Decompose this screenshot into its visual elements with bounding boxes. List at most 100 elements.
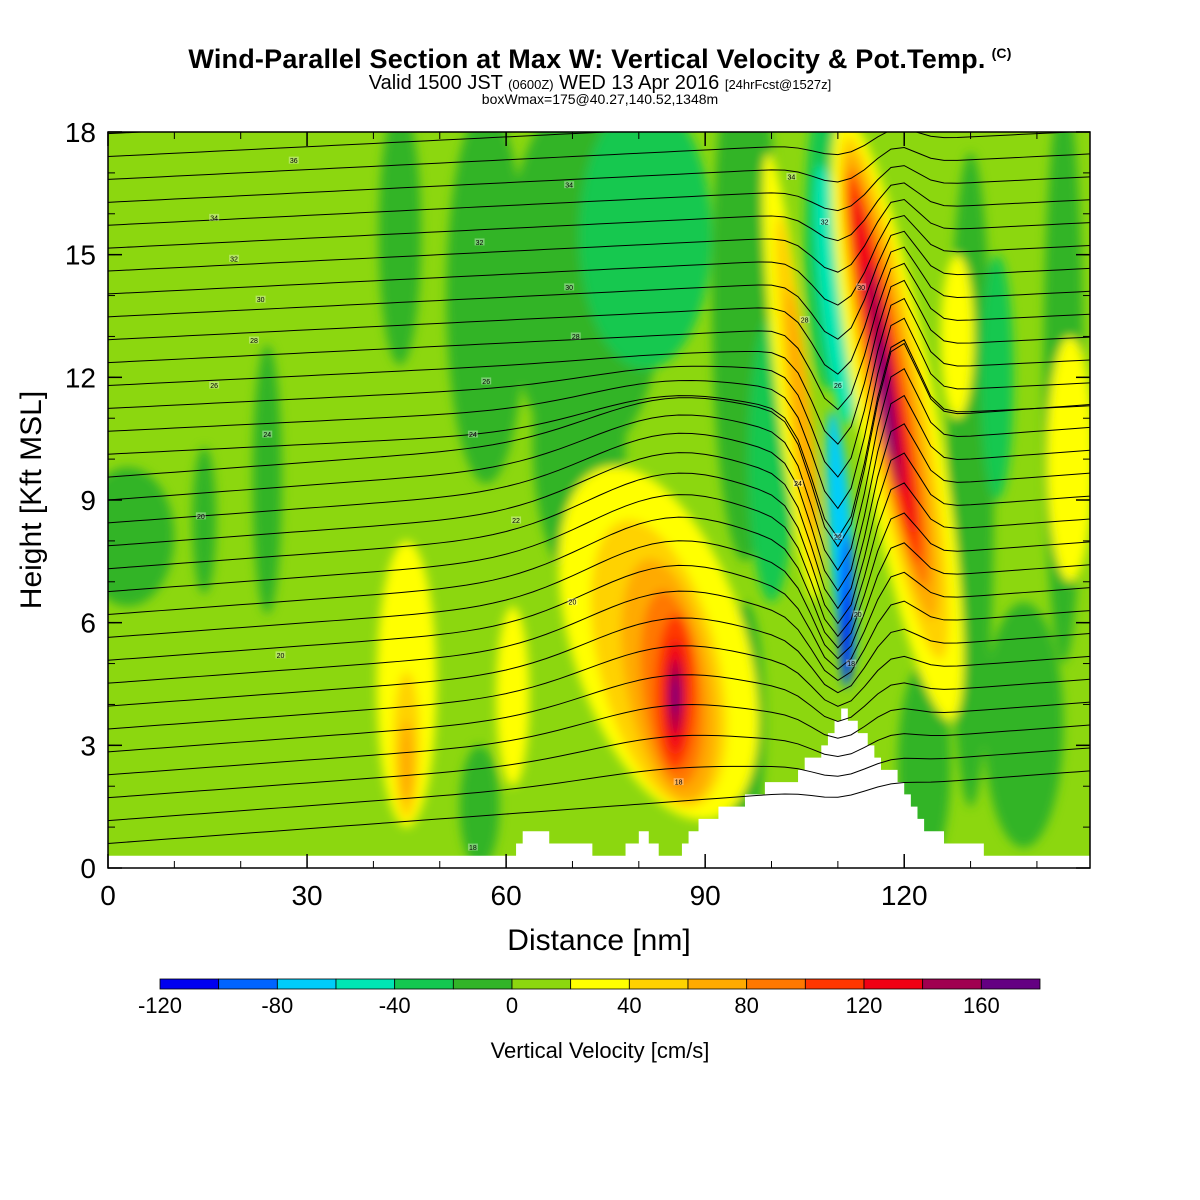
chart-subtitle-2: boxWmax=175@40.27,140.52,1348m xyxy=(0,91,1200,107)
contour-label-bg xyxy=(567,598,578,606)
theta-contour xyxy=(108,724,1090,799)
colorbar-swatch xyxy=(276,978,337,990)
contour-label: 20 xyxy=(197,514,205,521)
contour-label-bg xyxy=(852,610,863,618)
down-streak xyxy=(252,344,282,615)
colorbar: Vertical Velocity [cm/s] -120 -80 -40 0 40 80… xyxy=(138,978,1041,1063)
x-tick-label: 90 xyxy=(690,880,721,911)
theta-contour xyxy=(108,512,1090,649)
colorbar-swatch xyxy=(980,978,1041,990)
chart-title: Wind-Parallel Section at Max W: Vertical… xyxy=(0,44,1200,75)
down-band xyxy=(980,254,1014,500)
terrain-mask xyxy=(108,708,1090,868)
colorbar-tick-label: -80 xyxy=(261,993,293,1018)
contour-label: 26 xyxy=(834,383,842,390)
theta-contour xyxy=(108,230,1090,340)
contour-label-bg xyxy=(481,377,492,385)
colorbar-swatch xyxy=(804,978,865,990)
contour-label: 26 xyxy=(482,379,490,386)
theta-contour xyxy=(108,214,1090,306)
contour-label: 30 xyxy=(857,285,865,292)
theta-contour xyxy=(108,701,1090,776)
down-region-left-edge xyxy=(108,467,175,607)
updraft-layer xyxy=(876,336,892,459)
contour-label: 22 xyxy=(512,518,520,525)
contour-label: 34 xyxy=(565,183,573,190)
theta-contour xyxy=(108,132,616,158)
updraft-layer xyxy=(496,606,530,787)
contour-label-bg xyxy=(209,213,220,221)
theta-contour xyxy=(108,297,1090,478)
contour-label-bg xyxy=(673,778,684,786)
contour-label-bg xyxy=(467,843,478,851)
contour-label-bg xyxy=(832,532,843,540)
theta-contour xyxy=(108,279,1090,445)
colorbar-tick-label: 160 xyxy=(963,993,1000,1018)
contour-label: 18 xyxy=(469,845,477,852)
colorbar-tick-label: 40 xyxy=(617,993,641,1018)
colorbar-tick-label: 120 xyxy=(846,993,883,1018)
utc-time: (0600Z) xyxy=(508,77,554,92)
theta-contour xyxy=(798,124,851,128)
down-streak xyxy=(378,132,422,366)
theta-contour xyxy=(108,423,1090,610)
contour-label: 24 xyxy=(469,432,477,439)
contour-label-bg xyxy=(793,479,804,487)
theta-contour xyxy=(108,540,1090,660)
theta-contours: 36 34 32 30 28 26 24 20 20 18 34 32 30 28 26 24 22 20 34 32… xyxy=(108,124,1090,852)
contour-label: 24 xyxy=(263,432,271,439)
theta-contour xyxy=(108,394,1090,592)
down-band xyxy=(579,132,712,370)
updraft-layer xyxy=(671,677,679,715)
theta-contour xyxy=(108,246,1090,375)
contour-label-bg xyxy=(275,651,286,659)
colorbar-swatch xyxy=(687,978,748,990)
colorbar-tick-label: -40 xyxy=(379,993,411,1018)
theta-contour xyxy=(108,198,1090,273)
contour-label-bg xyxy=(856,283,867,291)
contour-lines xyxy=(108,124,1090,844)
terrain xyxy=(108,708,1090,868)
chart-title-text: Wind-Parallel Section at Max W: Vertical… xyxy=(188,44,986,74)
x-tick-label: 120 xyxy=(881,880,928,911)
theta-contour xyxy=(108,770,1090,844)
y-tick-label: 0 xyxy=(80,853,96,884)
theta-contour xyxy=(108,452,1090,625)
velocity-field xyxy=(108,132,1090,868)
colorbar-swatch xyxy=(218,978,278,990)
contour-label: 22 xyxy=(834,534,842,541)
updraft-layer xyxy=(399,720,414,803)
theta-contour xyxy=(108,674,1090,753)
colorbar-swatch xyxy=(628,978,689,990)
colorbar-swatch xyxy=(511,978,572,990)
contour-label-bg xyxy=(819,217,830,225)
colorbar-swatch xyxy=(452,978,513,990)
contour-label-bg xyxy=(564,283,575,291)
contour-label-bg xyxy=(474,238,485,246)
theta-contour xyxy=(108,165,1090,226)
colorbar-swatch xyxy=(922,978,982,990)
contour-label: 28 xyxy=(250,338,258,345)
theta-contour xyxy=(108,482,1090,638)
colorbar-tick-label: -120 xyxy=(138,993,182,1018)
contour-label-bg xyxy=(786,172,797,180)
contour-label-bg xyxy=(570,332,581,340)
theta-contour xyxy=(108,368,1090,572)
theta-contour xyxy=(108,564,1090,670)
plot-area xyxy=(108,132,1090,868)
contour-label-bg xyxy=(511,516,522,524)
colorbar-swatch xyxy=(159,978,220,990)
contour-label: 34 xyxy=(788,174,796,181)
colorbar-tick-label: 80 xyxy=(734,993,758,1018)
contour-label: 30 xyxy=(257,297,265,304)
colorbar-title: Vertical Velocity [cm/s] xyxy=(491,1038,710,1063)
down-band xyxy=(983,602,1064,848)
colorbar-swatch xyxy=(335,978,396,990)
contour-label-bg xyxy=(229,254,240,262)
down-band xyxy=(459,745,500,868)
y-tick-label: 3 xyxy=(80,730,96,761)
y-tick-label: 12 xyxy=(65,362,96,393)
contour-label-bg xyxy=(846,659,857,667)
theta-contour xyxy=(108,262,1090,411)
